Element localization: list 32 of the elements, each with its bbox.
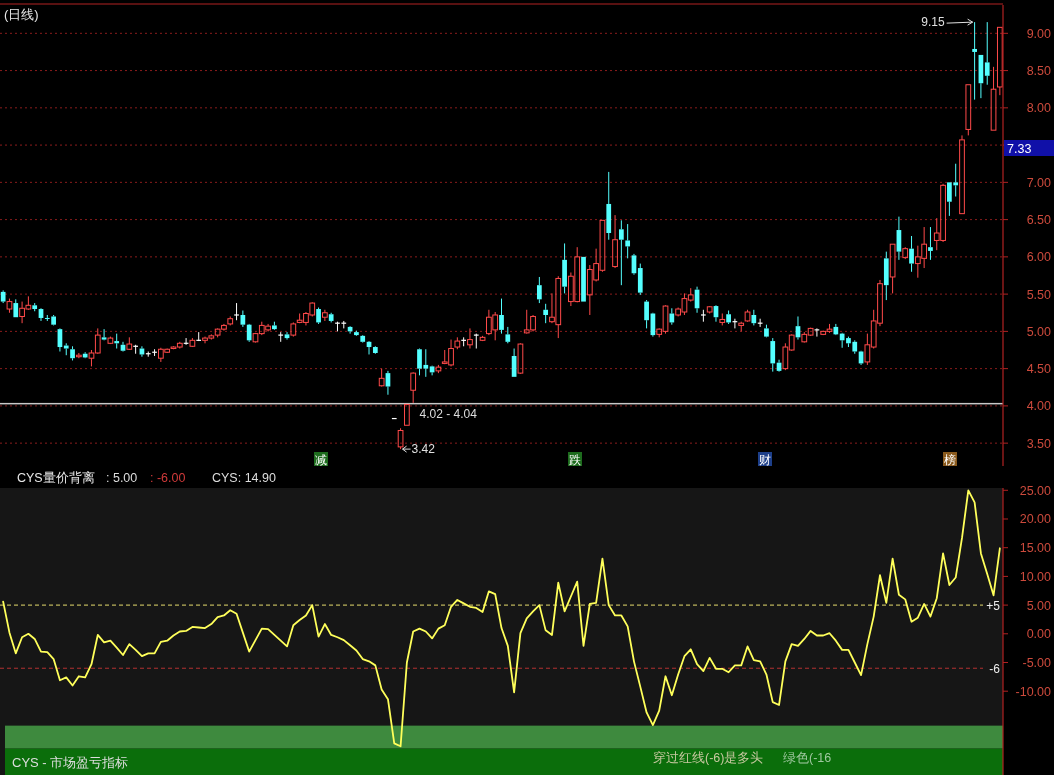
y-tick-label: 4.50 [1026,362,1052,377]
chart-title: (日线) [4,7,39,22]
annotation: 穿过红线(-6)是多头 [653,751,764,765]
text: : 5.00 [106,471,138,485]
band-label: CYS - 市场盈亏指标 [12,754,129,770]
y-tick-label: 10.00 [1019,569,1052,584]
y-tick-label: 6.50 [1026,213,1052,228]
y-tick-label: 8.50 [1026,64,1052,79]
y-tick-label: 0.00 [1026,627,1052,642]
y-tick-label: 25.00 [1019,483,1052,498]
text: : -6.00 [150,471,186,485]
y-tick-label: 9.00 [1026,26,1052,41]
y-tick-label: 8.00 [1026,101,1052,116]
y-tick-label: 15.00 [1019,541,1052,556]
annotation: 9.15 [921,15,945,30]
ref-line-label: +5 [986,599,1001,614]
y-tick-label: -10.00 [1015,684,1052,699]
y-tick-label: 20.00 [1019,512,1052,527]
annotation: 3.42 [411,442,436,457]
y-tick-label: 7.00 [1026,175,1052,190]
y-tick-label: 3.50 [1026,436,1052,451]
annotation: 绿色(-16 [783,751,832,765]
y-tick-label: 5.00 [1026,598,1052,613]
chart-title: CYS量价背离 [17,470,95,485]
y-tick-label: 5.50 [1026,287,1052,302]
text: CYS: 14.90 [212,471,276,485]
y-tick-label: 6.00 [1026,250,1052,265]
y-tick-label: -5.00 [1022,656,1052,670]
y-tick-label: 5.00 [1026,324,1052,339]
y-tick-label: 4.00 [1026,399,1052,414]
band-label: 4.02 - 4.04 [419,407,478,422]
ref-line-label: -6 [989,662,1001,677]
